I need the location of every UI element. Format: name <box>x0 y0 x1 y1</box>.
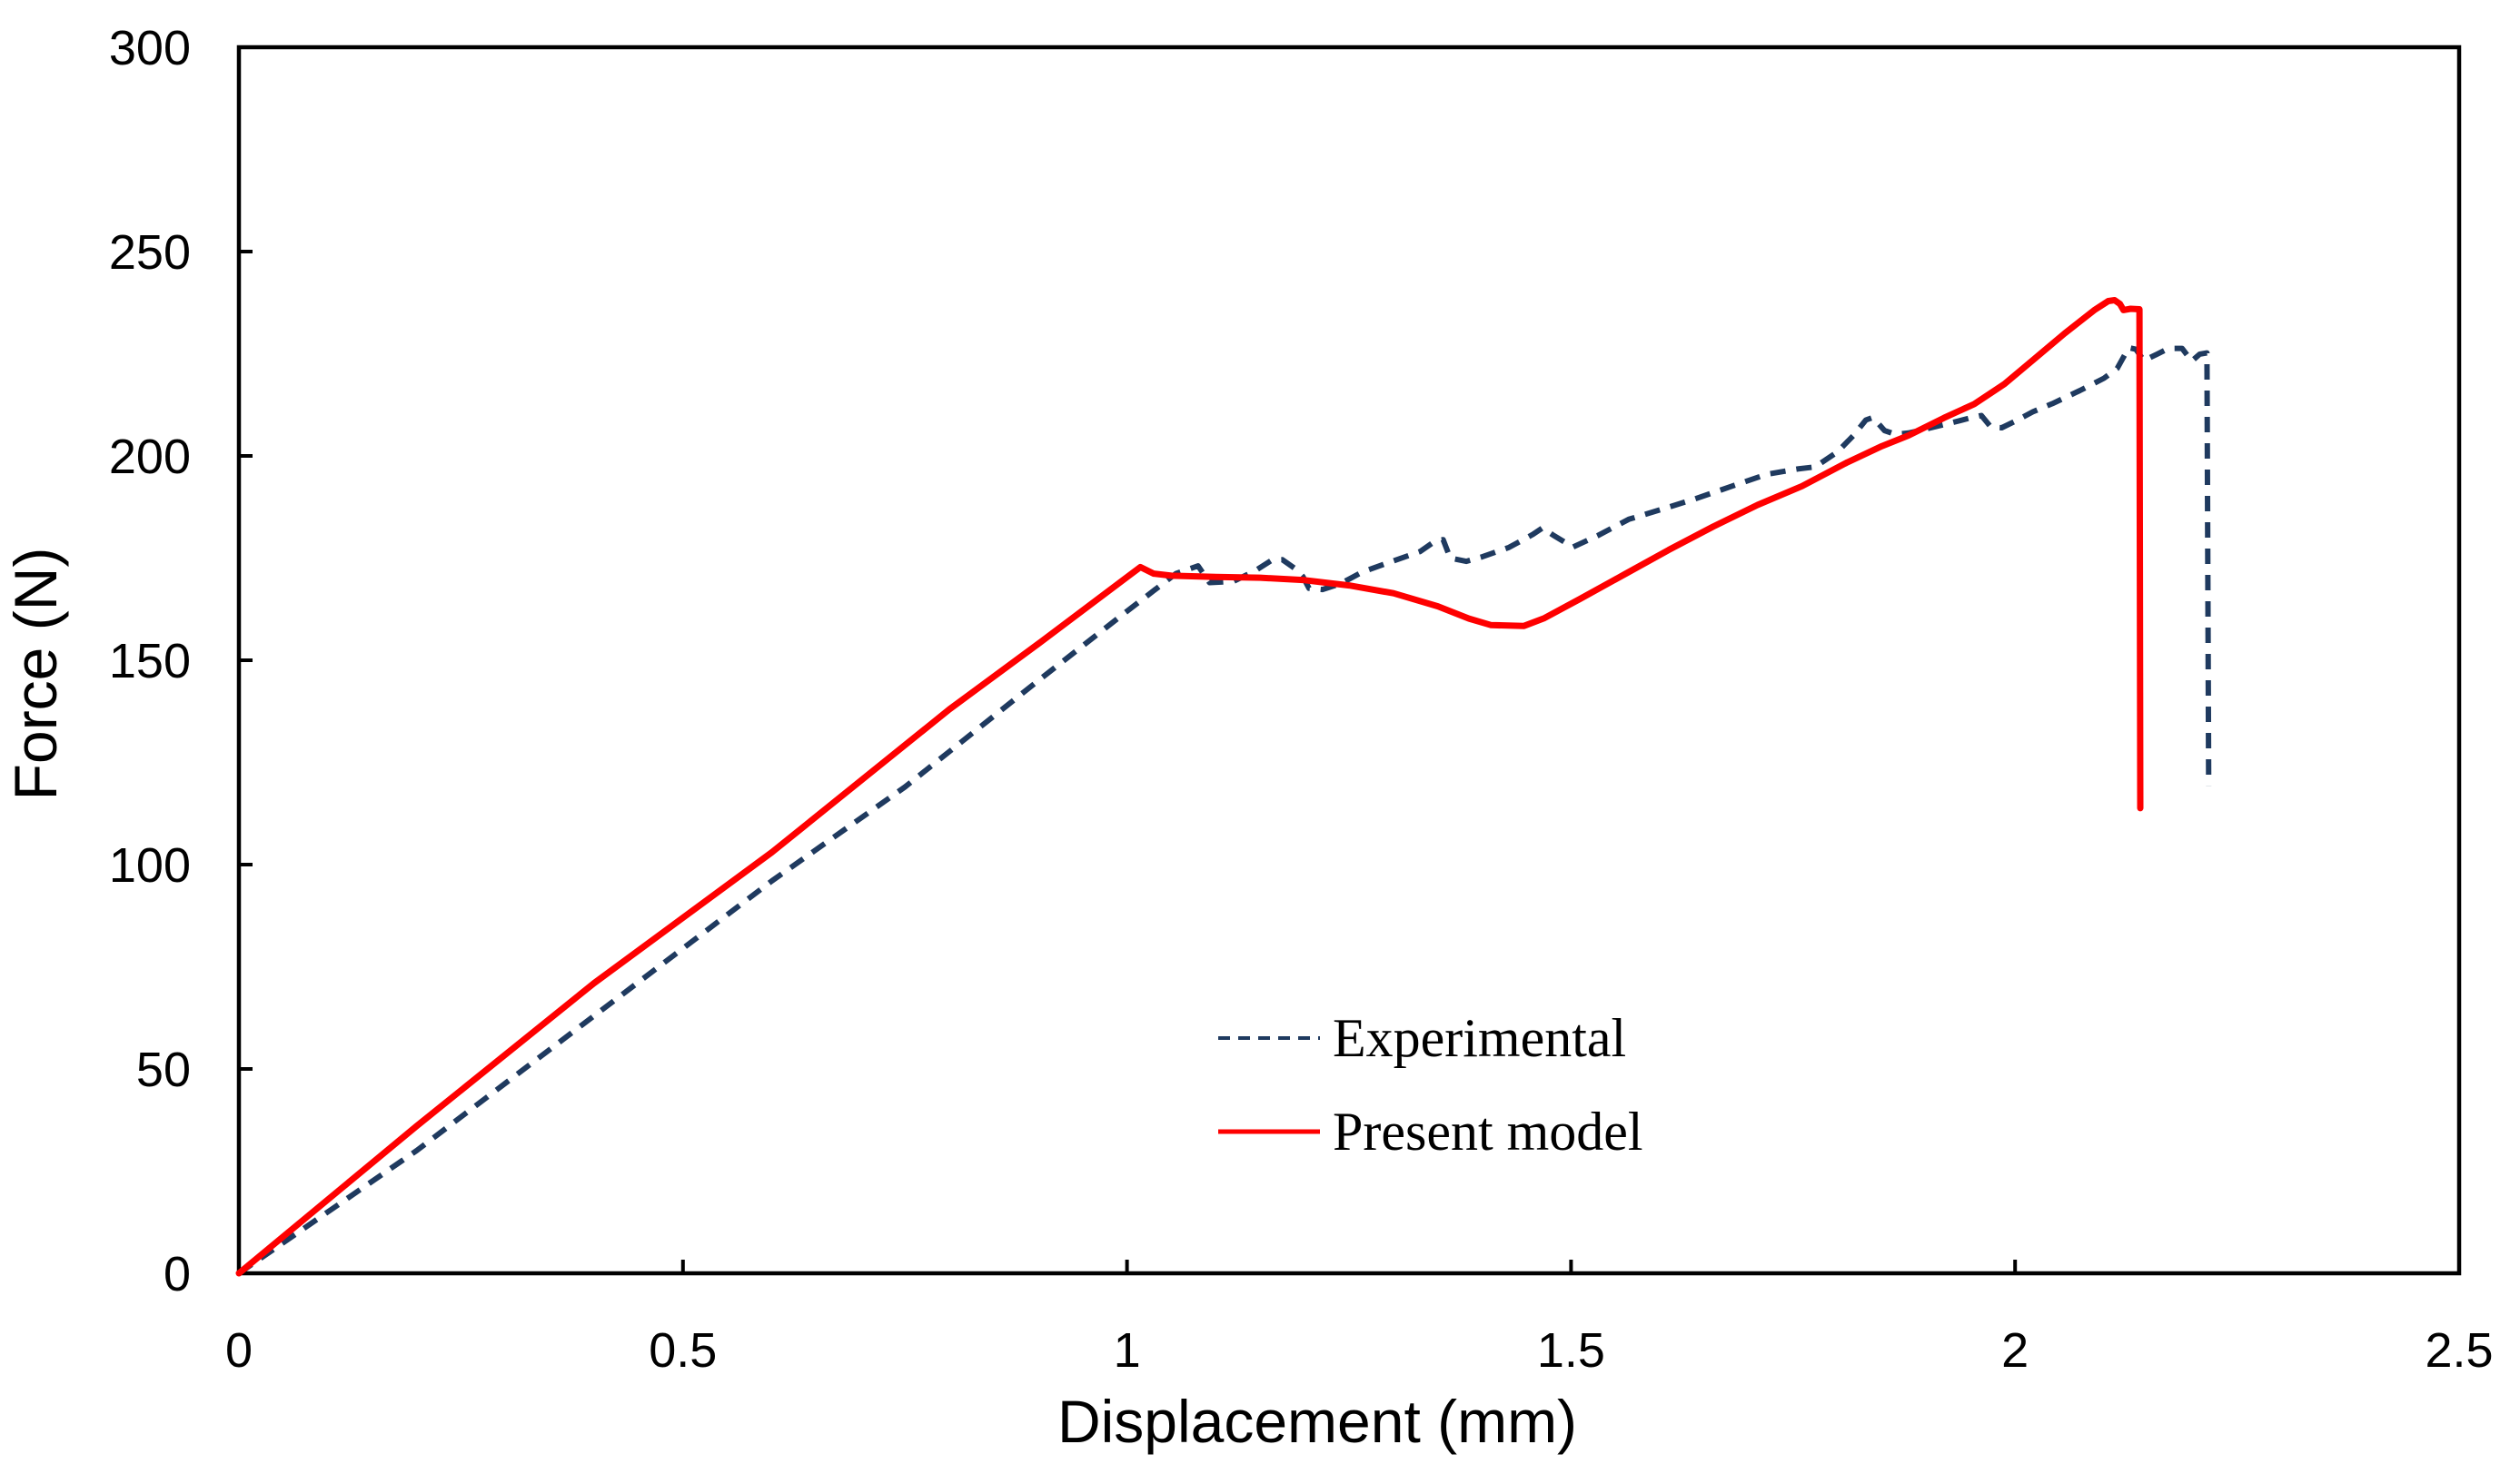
x-tick-label: 1.5 <box>1537 1323 1605 1378</box>
x-tick-label: 1 <box>1114 1323 1141 1378</box>
series-line-experimental <box>237 344 2212 1276</box>
y-tick-label: 50 <box>136 1043 191 1097</box>
x-tick-label: 0.5 <box>649 1323 717 1378</box>
y-tick-label: 300 <box>109 21 191 75</box>
y-axis-title: Force (N) <box>2 548 69 801</box>
series-line-present-model <box>235 297 2144 1277</box>
plot-frame <box>236 45 2462 1276</box>
plot-area: 0 50 100 150 200 250 300 0 0.5 1 1.5 2 2.5 <box>109 21 2494 1378</box>
y-tick-label: 250 <box>109 225 191 280</box>
x-tick-label: 0 <box>225 1323 253 1378</box>
legend-label-experimental: Experimental <box>1333 1008 1626 1068</box>
y-tick-label: 150 <box>109 634 191 688</box>
x-tick-label: 2.5 <box>2425 1323 2493 1378</box>
x-axis-title: Displacement (mm) <box>1057 1388 1577 1455</box>
y-tick-label: 200 <box>109 430 191 484</box>
y-tick-label: 0 <box>164 1247 191 1301</box>
legend-label-present-model: Present model <box>1333 1102 1643 1162</box>
y-tick-label: 100 <box>109 838 191 893</box>
x-tick-label: 2 <box>2001 1323 2029 1378</box>
